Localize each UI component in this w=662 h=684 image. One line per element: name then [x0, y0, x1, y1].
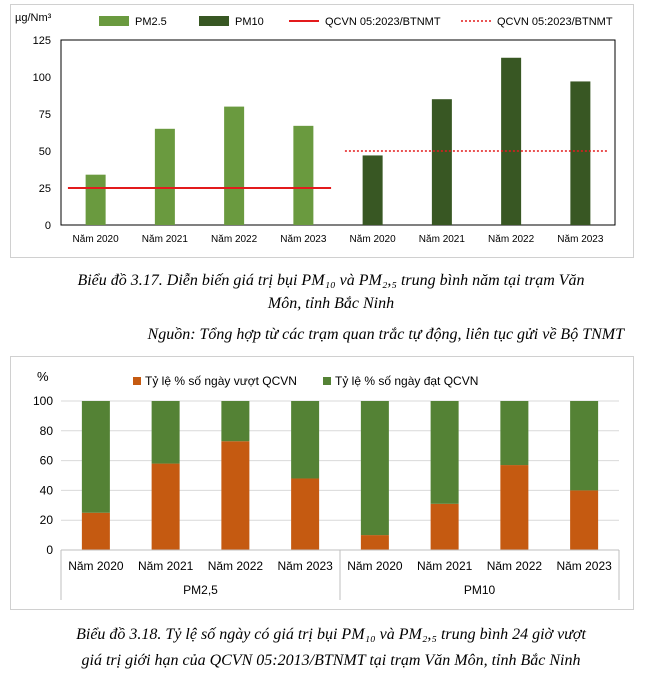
x-tick-label: Năm 2023: [556, 559, 612, 573]
bar-segment-exceed-1: [151, 463, 180, 550]
y-tick-label: 25: [39, 183, 51, 195]
x-tick-label: Năm 2020: [73, 234, 120, 245]
legend-swatch-meet: [323, 377, 331, 385]
caption-fig-3-18-line2: giá trị giới hạn của QCVN 05:2013/BTNMT …: [81, 652, 581, 669]
group-label-0: PM2,5: [183, 583, 218, 597]
bar-segment-meet-1: [151, 401, 180, 464]
x-tick-label: Năm 2020: [350, 234, 397, 245]
bar-pm10-7: [570, 81, 591, 225]
bar-pm25-3: [293, 125, 314, 225]
bar-segment-exceed-0: [81, 512, 110, 550]
x-tick-label: Năm 2023: [557, 234, 604, 245]
chart-exceedance-days: % 0 20 40 60 80 100 Năm 2020 Năm 2021 Năm 2022 Năm…: [10, 356, 634, 610]
x-tick-label: Năm 2021: [138, 559, 194, 573]
bar-segment-meet-2: [221, 401, 250, 442]
legend-swatch-exceed: [133, 377, 141, 385]
y-unit-label: µg/Nm³: [15, 12, 52, 24]
chart2-svg: % 0 20 40 60 80 100 Năm 2020 Năm 2021 Năm 2022 Năm…: [33, 369, 620, 600]
x-tick-label: Năm 2022: [208, 559, 264, 573]
bar-segment-meet-0: [81, 401, 110, 513]
legend-label-qcvn-solid: QCVN 05:2023/BTNMT: [325, 16, 441, 28]
legend-label-pm10: PM10: [235, 16, 264, 28]
bar-segment-meet-3: [291, 401, 320, 479]
bar-segment-meet-5: [430, 401, 459, 504]
bar-pm25-0: [85, 174, 106, 225]
x-tick-label: Năm 2022: [488, 234, 535, 245]
bar-segment-exceed-7: [570, 490, 599, 550]
legend-label-meet: Tỷ lệ % số ngày đạt QCVN: [335, 374, 478, 388]
y-tick-label: 100: [33, 72, 51, 84]
x-tick-label: Năm 2021: [419, 234, 466, 245]
x-tick-label: Năm 2023: [277, 559, 333, 573]
legend-label-qcvn-dotted: QCVN 05:2023/BTNMT: [497, 16, 613, 28]
x-tick-label: Năm 2020: [68, 559, 124, 573]
x-tick-label: Năm 2021: [142, 234, 189, 245]
legend-swatch-pm10: [199, 16, 229, 26]
bar-segment-meet-4: [360, 401, 389, 536]
y-tick-label: 75: [39, 109, 51, 121]
y-tick-label: 100: [33, 394, 53, 408]
bar-pm10-4: [362, 155, 383, 225]
bar-pm25-1: [154, 128, 175, 225]
chart-pm-annual: µg/Nm³ 0 25 50 75 100 125 Năm 2020 Năm 2021 Năm 2…: [10, 4, 634, 258]
y-tick-label: 50: [39, 146, 51, 158]
chart1-svg: µg/Nm³ 0 25 50 75 100 125 Năm 2020 Năm 2021 Năm 2…: [15, 12, 616, 245]
x-tick-label: Năm 2021: [417, 559, 473, 573]
bar-pm10-5: [431, 99, 452, 225]
caption-fig-3-18-line1: Biểu đồ 3.18. Tỷ lệ số ngày có giá trị b…: [76, 626, 586, 643]
y-tick-label: 125: [33, 35, 51, 47]
caption-fig-3-17-line2: Môn, tỉnh Bắc Ninh: [267, 295, 395, 312]
y-unit-label: %: [37, 369, 49, 384]
plot-frame: [60, 39, 616, 226]
y-tick-label: 80: [40, 424, 54, 438]
bar-segment-exceed-3: [291, 478, 320, 550]
bar-segment-exceed-5: [430, 503, 459, 550]
y-tick-label: 20: [40, 513, 54, 527]
x-tick-label: Năm 2022: [487, 559, 543, 573]
x-tick-label: Năm 2022: [211, 234, 258, 245]
group-label-1: PM10: [464, 583, 496, 597]
bar-segment-exceed-2: [221, 441, 250, 550]
bar-segment-exceed-6: [500, 465, 529, 550]
bar-segment-meet-6: [500, 401, 529, 466]
bar-segment-meet-7: [570, 401, 599, 491]
bar-pm25-2: [224, 106, 245, 225]
bar-pm10-6: [501, 57, 522, 226]
y-tick-label: 0: [45, 220, 51, 232]
legend-swatch-pm25: [99, 16, 129, 26]
y-tick-label: 60: [40, 454, 54, 468]
legend-label-pm25: PM2.5: [135, 16, 167, 28]
x-tick-label: Năm 2020: [347, 559, 403, 573]
y-tick-label: 40: [40, 483, 54, 497]
bar-segment-exceed-4: [360, 535, 389, 550]
source-note: Nguồn: Tổng hợp từ các trạm quan trắc tự…: [147, 326, 624, 343]
legend-label-exceed: Tỷ lệ % số ngày vượt QCVN: [145, 374, 297, 388]
x-tick-label: Năm 2023: [280, 234, 327, 245]
y-tick-label: 0: [46, 543, 53, 557]
caption-fig-3-17-line1: Biểu đồ 3.17. Diễn biến giá trị bụi PM₁₀…: [77, 272, 585, 289]
